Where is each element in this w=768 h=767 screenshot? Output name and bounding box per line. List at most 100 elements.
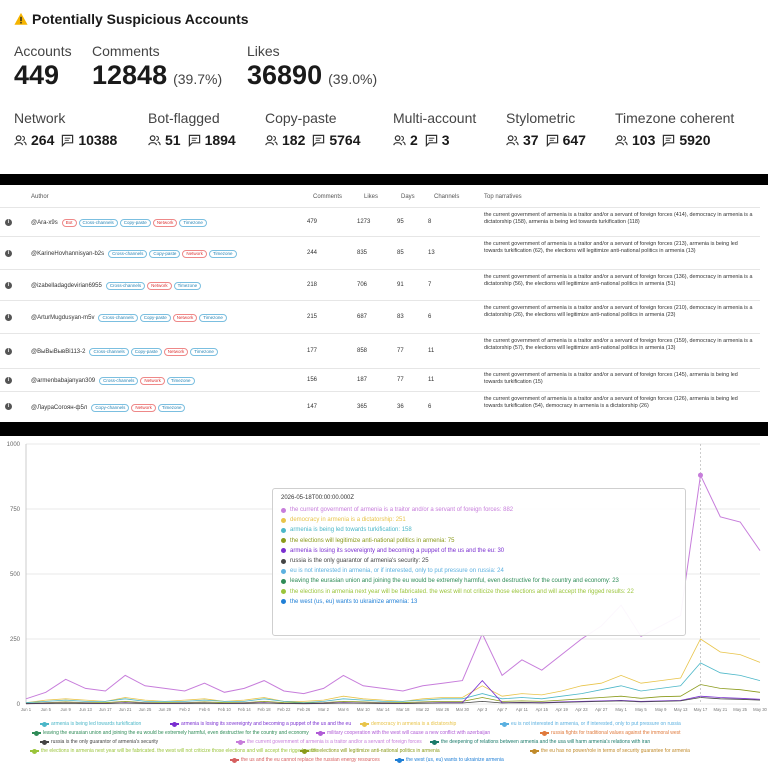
legend-item[interactable]: the deepening of relations between armen…	[430, 739, 650, 745]
legend-item[interactable]: armenia is losing its sovereignty and be…	[170, 721, 351, 727]
legend-item[interactable]: armenia is being led towards turkificati…	[40, 721, 141, 727]
cell-channels: 7	[428, 282, 432, 288]
x-tick-label: Mar 2	[318, 707, 329, 712]
category-accounts: 103	[632, 132, 656, 148]
category-1: Bot-flagged 51 1894	[148, 110, 236, 148]
comments-label: Comments	[92, 43, 160, 59]
cell-days: 83	[397, 314, 404, 320]
x-tick-label: Feb 6	[199, 707, 210, 712]
legend-item[interactable]: military cooperation with the west will …	[316, 730, 490, 736]
info-icon[interactable]: i	[5, 313, 12, 321]
summary-title-text: Potentially Suspicious Accounts	[32, 11, 249, 27]
info-icon[interactable]: i	[5, 347, 12, 355]
author-name[interactable]: @KarineHovhannisyan-b2s	[31, 251, 105, 257]
series-line[interactable]	[25, 662, 761, 704]
flag-tag: Network	[163, 348, 189, 356]
legend-item[interactable]: the elections will legitimize anti-natio…	[300, 748, 440, 754]
table-row[interactable]: i @KarineHovhannisyan-b2s Cross-channels Co…	[0, 236, 760, 269]
info-icon[interactable]: i	[5, 376, 12, 384]
flag-tag: Timezone	[179, 219, 207, 227]
author-name[interactable]: @ArturMugdusyan-m5v	[31, 315, 95, 321]
info-icon[interactable]: i	[5, 281, 12, 289]
cell-likes: 187	[357, 377, 368, 383]
legend-item[interactable]: the current government of armenia is a t…	[236, 739, 422, 745]
author-name[interactable]: @armenbabajanyan309	[31, 378, 96, 384]
header-days[interactable]: Days	[401, 194, 415, 200]
info-icon[interactable]: i	[5, 218, 12, 226]
tooltip-item-text: the elections in armenia next year will …	[290, 588, 634, 595]
warning-icon	[14, 12, 28, 25]
x-tick-label: Feb 22	[277, 707, 291, 712]
table-row[interactable]: i @ВыВыВывВі113-2 Cross-channels Copy-paste…	[0, 333, 760, 368]
category-accounts: 51	[165, 132, 181, 148]
flag-tag: Network	[152, 219, 178, 227]
x-tick-label: May 1	[615, 707, 627, 712]
series-line[interactable]	[25, 638, 761, 704]
likes-value: 36890 (39.0%)	[247, 60, 378, 90]
table-row[interactable]: i @ArturMugdusyan-m5v Cross-channels Copy-p…	[0, 300, 760, 333]
comment-icon	[313, 134, 325, 147]
header-comments[interactable]: Comments	[313, 194, 343, 200]
author-name[interactable]: @ВыВыВывВі113-2	[31, 349, 86, 355]
x-tick-label: Apr 27	[595, 707, 608, 712]
flag-tag: Timezone	[199, 314, 227, 322]
tooltip-item: armenia is being led towards turkificati…	[281, 525, 677, 535]
chart-tooltip: 2026-05-18T00:00:00.000Z the current gov…	[272, 488, 686, 636]
flag-tag: Network	[140, 377, 165, 385]
legend-item[interactable]: leaving the eurasian union and joining t…	[32, 730, 309, 736]
cell-narratives: the current government of armenia is a t…	[484, 274, 753, 287]
header-channels[interactable]: Channels	[434, 194, 460, 200]
info-icon[interactable]: i	[5, 403, 12, 410]
header-narratives: Top narratives	[484, 194, 522, 200]
table-row[interactable]: i @Ara-x9s Bot Cross-channels Copy-paste Netw…	[0, 207, 760, 236]
series-line[interactable]	[25, 684, 761, 704]
tooltip-item-text: armenia is losing its sovereignty and be…	[290, 547, 505, 554]
cell-comments: 156	[307, 377, 318, 383]
category-4: Stylometric 37 647	[506, 110, 586, 148]
legend-item[interactable]: democracy in armenia is a dictatorship	[360, 721, 456, 727]
legend-item[interactable]: eu is not interested in armenia, or if i…	[500, 721, 681, 727]
cell-days: 77	[397, 377, 404, 383]
category-3: Multi-account 2 3	[393, 110, 476, 148]
legend-swatch	[40, 721, 49, 727]
category-label: Copy-paste	[265, 110, 337, 126]
header-likes[interactable]: Likes	[364, 194, 379, 200]
author-name[interactable]: @ЛаураСогоян-ф5л	[31, 404, 88, 411]
header-author[interactable]: Author	[31, 194, 49, 200]
legend-item[interactable]: the eu has no power/role in terms of sec…	[530, 748, 690, 754]
category-0: Network 264 10388	[14, 110, 117, 148]
legend-swatch	[236, 739, 245, 745]
table-row[interactable]: i @armenbabajanyan309 Cross-channels Networ…	[0, 368, 760, 391]
flag-tag: Timezone	[190, 348, 218, 356]
series-dot	[281, 548, 286, 554]
table-row[interactable]: i @izabelladagdevirian6955 Cross-channels N…	[0, 269, 760, 300]
legend-label: the us and the eu cannot replace the rus…	[241, 757, 380, 763]
chart-canvas[interactable]: 0 250 500 750 1000 Jun 1 Jun 5 Jun 9 Jun 13 Jun 1…	[0, 436, 768, 767]
users-icon	[14, 134, 27, 145]
category-label: Network	[14, 110, 66, 126]
users-icon	[615, 134, 628, 145]
legend-item[interactable]: russia is the only guarantor of armenia'…	[40, 739, 158, 745]
flag-tag: Copy-paste	[130, 348, 162, 356]
comment-icon	[546, 134, 558, 147]
legend-item[interactable]: the elections in armenia next year will …	[30, 748, 319, 754]
author-name[interactable]: @izabelladagdevirian6955	[31, 283, 102, 289]
flag-tag: Cross-channels	[89, 348, 129, 356]
series-dot	[281, 507, 286, 513]
table-row[interactable]: i @ЛаураСогоян-ф5л Copy-channels Network Tim…	[0, 391, 760, 421]
cell-days: 91	[397, 282, 404, 288]
author-name[interactable]: @Ara-x9s	[31, 220, 58, 226]
info-icon[interactable]: i	[5, 249, 12, 257]
cell-days: 85	[397, 250, 404, 256]
legend-item[interactable]: the west (us, eu) wants to ukrainize arm…	[395, 757, 504, 763]
legend-item[interactable]: the us and the eu cannot replace the rus…	[230, 757, 380, 763]
x-tick-label: Apr 3	[477, 707, 488, 712]
x-tick-label: Apr 11	[516, 707, 529, 712]
series-line[interactable]	[25, 697, 761, 705]
legend-item[interactable]: russia fights for traditional values aga…	[540, 730, 681, 736]
x-tick-label: Mar 30	[456, 707, 470, 712]
legend-swatch	[430, 739, 439, 745]
tooltip-item: the current government of armenia is a t…	[281, 505, 677, 515]
cell-narratives: the current government of armenia is a t…	[484, 305, 753, 318]
